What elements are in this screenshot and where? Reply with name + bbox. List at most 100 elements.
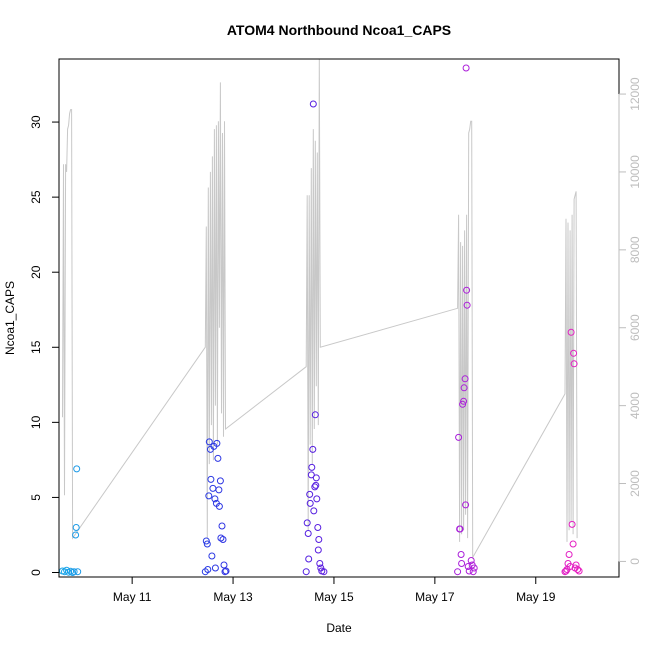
data-point <box>561 568 569 576</box>
x-tick-label: May 13 <box>213 590 253 604</box>
data-point <box>570 349 578 357</box>
secondary-series-line <box>62 58 578 560</box>
data-point <box>73 465 81 473</box>
data-point <box>215 486 223 494</box>
data-point <box>302 568 310 576</box>
data-point <box>313 495 321 503</box>
y-tick-label: 10 <box>29 415 43 429</box>
x-axis-label: Date <box>326 621 352 635</box>
data-point <box>221 568 229 576</box>
data-point <box>314 524 322 531</box>
data-point <box>459 400 467 408</box>
x-tick-label: May 17 <box>415 590 455 604</box>
data-point <box>63 566 71 574</box>
data-point <box>312 474 320 482</box>
data-point <box>215 502 223 510</box>
data-point <box>306 490 314 498</box>
data-point <box>462 64 470 72</box>
y2-tick-label: 6000 <box>628 314 642 341</box>
data-point <box>320 568 328 576</box>
data-point <box>567 328 575 336</box>
y-tick-label: 30 <box>29 115 43 129</box>
data-point <box>311 483 319 491</box>
data-point <box>470 564 478 572</box>
y2-tick-label: 12000 <box>628 77 642 111</box>
data-point <box>315 536 323 543</box>
y2-tick-label: 0 <box>628 558 642 565</box>
x-tick-label: May 19 <box>516 590 556 604</box>
data-point <box>72 531 80 539</box>
data-point <box>575 567 583 575</box>
data-point <box>565 551 573 558</box>
data-point <box>316 560 324 567</box>
data-point <box>572 561 580 569</box>
data-point <box>70 568 78 576</box>
data-point <box>469 568 477 576</box>
data-point <box>569 540 577 548</box>
data-point <box>211 564 219 572</box>
y2-tick-label: 10000 <box>628 155 642 189</box>
data-point <box>457 551 465 558</box>
data-point <box>467 557 475 564</box>
y-tick-label: 20 <box>29 265 43 279</box>
data-point <box>305 555 313 563</box>
data-point <box>462 501 470 509</box>
data-point <box>309 100 317 108</box>
data-point <box>202 537 210 545</box>
data-point <box>314 546 322 554</box>
data-point <box>460 397 468 405</box>
data-point <box>216 477 224 485</box>
data-point <box>304 530 312 537</box>
data-point <box>214 454 222 462</box>
data-point <box>213 439 221 447</box>
data-point <box>220 561 228 569</box>
data-point <box>310 507 318 515</box>
data-point <box>205 492 213 500</box>
data-point <box>570 360 578 368</box>
y2-tick-label: 2000 <box>628 470 642 497</box>
data-point <box>454 568 462 576</box>
data-point <box>205 438 213 446</box>
y2-tick-label: 8000 <box>628 236 642 263</box>
x-tick-label: May 11 <box>113 590 152 604</box>
data-point <box>463 301 471 309</box>
y-tick-label: 25 <box>29 190 43 204</box>
data-point <box>207 475 215 483</box>
data-point <box>311 411 319 419</box>
data-point <box>465 567 473 575</box>
data-point <box>562 567 570 575</box>
data-point <box>309 445 317 453</box>
data-point <box>455 433 463 441</box>
data-point <box>217 534 225 542</box>
data-point <box>218 522 226 530</box>
chart-title: ATOM4 Northbound Ncoa1_CAPS <box>227 22 451 38</box>
y-axis-label: Ncoa1_CAPS <box>3 281 17 355</box>
data-point <box>574 566 582 573</box>
data-point <box>308 463 316 471</box>
data-point <box>208 552 216 560</box>
plot-area: May 11 May 13 May 15 May 17 May 19 0 5 10 15 20 25… <box>29 58 642 604</box>
data-point <box>219 536 227 543</box>
data-point <box>303 519 311 527</box>
data-point <box>203 540 211 548</box>
data-point <box>74 568 82 576</box>
x-tick-label: May 15 <box>314 590 354 604</box>
data-point <box>211 495 219 503</box>
data-point <box>306 499 314 507</box>
data-point <box>307 471 315 479</box>
y-tick-label: 5 <box>29 494 43 501</box>
data-point <box>312 481 320 489</box>
y-tick-label: 15 <box>29 340 43 354</box>
data-point <box>568 520 576 528</box>
data-point <box>458 560 466 567</box>
data-point <box>222 567 230 575</box>
data-point <box>461 375 469 383</box>
data-point <box>204 566 212 573</box>
data-point <box>72 524 80 531</box>
data-point <box>463 286 471 294</box>
data-point <box>456 525 464 533</box>
y-tick-label: 0 <box>29 569 43 576</box>
y2-tick-label: 4000 <box>628 392 642 419</box>
